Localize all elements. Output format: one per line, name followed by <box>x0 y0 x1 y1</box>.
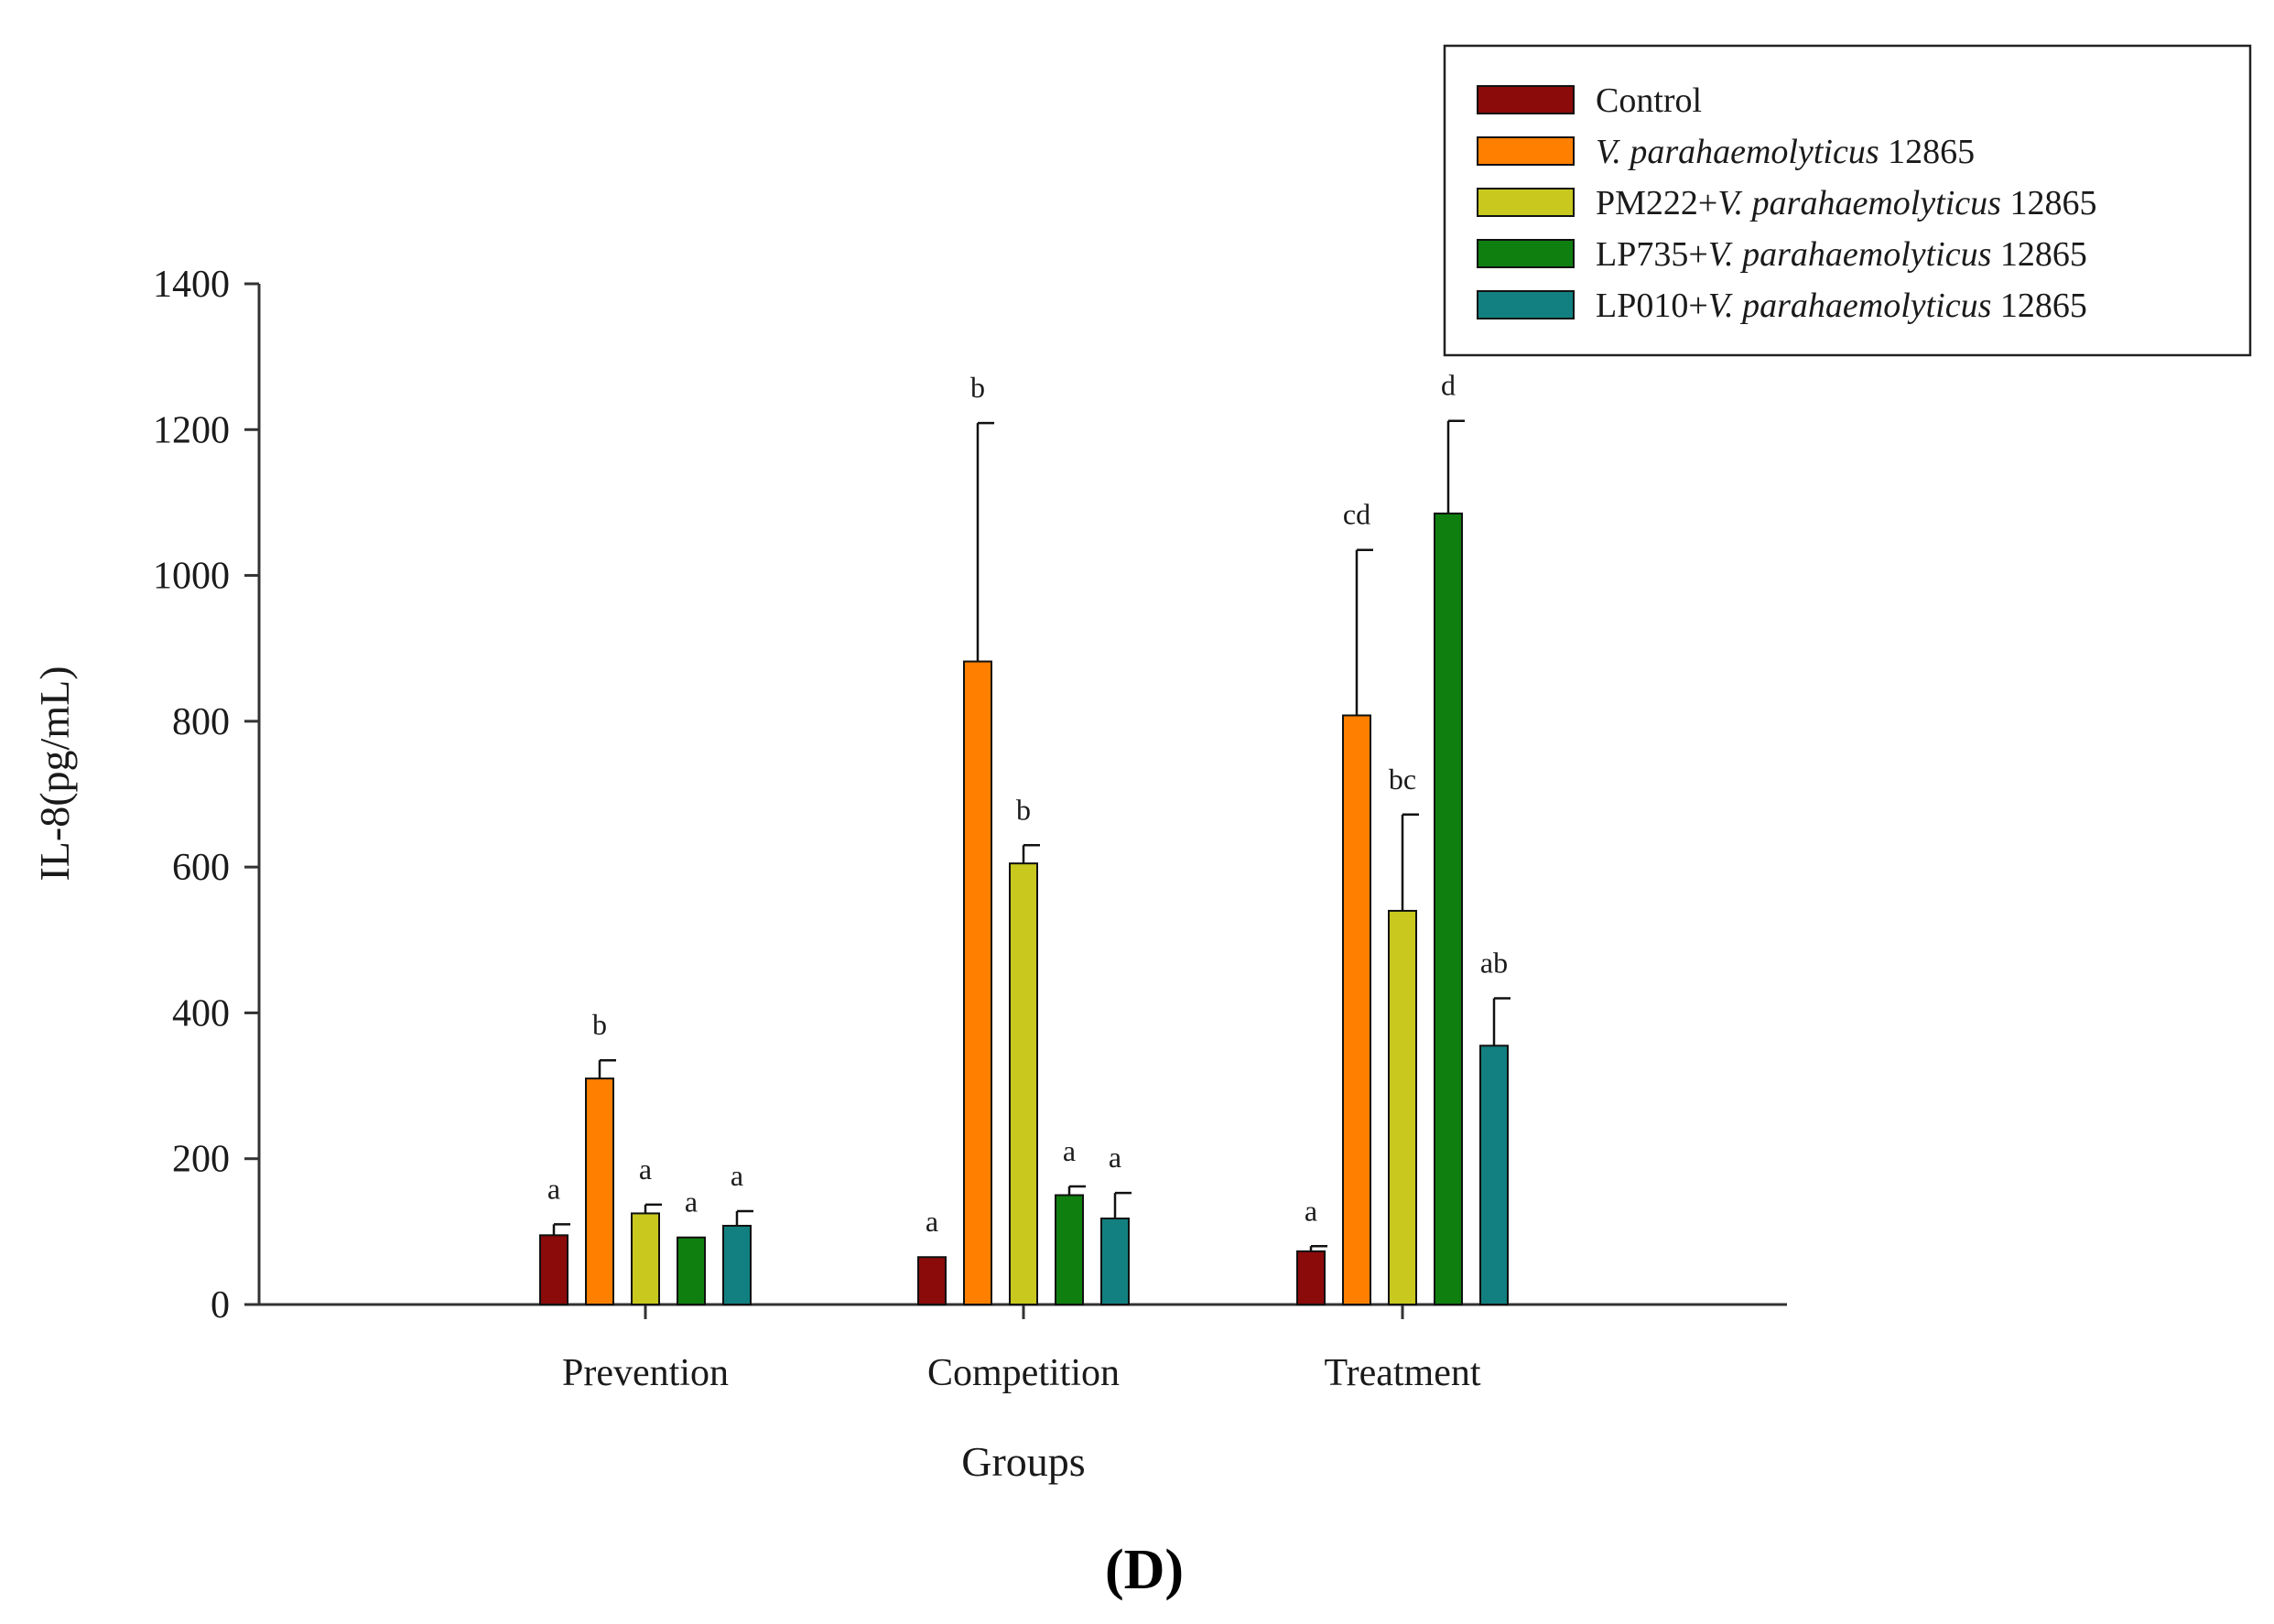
significance-label: a <box>639 1153 652 1186</box>
legend-entry-species: V. parahaemolyticus <box>1708 287 1992 325</box>
legend-entry-prefix: PM222+ <box>1596 184 1717 222</box>
bar <box>917 1256 947 1306</box>
legend-entry-strain: 12865 <box>2001 184 2097 222</box>
legend-entry: V. parahaemolyticus 12865 <box>1596 133 1975 171</box>
bar <box>1342 714 1371 1305</box>
legend-entry-prefix: LP735+ <box>1596 235 1708 274</box>
legend-entry-species: V. parahaemolyticus <box>1708 235 1992 274</box>
significance-label: b <box>970 371 985 404</box>
significance-label: a <box>1109 1141 1121 1174</box>
bar <box>585 1077 614 1306</box>
x-tick-label: Prevention <box>562 1352 729 1394</box>
x-tick-label: Competition <box>927 1352 1120 1394</box>
bar <box>1100 1218 1130 1306</box>
significance-label: b <box>1016 793 1031 826</box>
legend-entry-strain: 12865 <box>1991 287 2087 325</box>
significance-label: ab <box>1480 947 1508 980</box>
significance-label: cd <box>1343 498 1370 531</box>
legend-box <box>1443 44 2252 357</box>
axes: 0 200 400 600 800 1000 1200 1400 Prevention Compe… <box>153 264 1787 1394</box>
legend-swatch <box>1477 85 1575 114</box>
legend-entry-species: V. parahaemolyticus <box>1717 184 2001 222</box>
legend-entry-name: Control <box>1596 81 1702 120</box>
bar <box>1055 1194 1084 1306</box>
significance-label: a <box>926 1205 938 1238</box>
significance-label: a <box>685 1186 698 1218</box>
bar <box>539 1234 568 1305</box>
significance-label: b <box>592 1008 607 1041</box>
bar <box>1388 909 1417 1306</box>
bar <box>677 1236 706 1305</box>
significance-label: d <box>1441 369 1456 402</box>
legend-entry-strain: 12865 <box>1879 133 1976 171</box>
legend-entry-strain: 12865 <box>1991 235 2087 274</box>
bar <box>963 660 992 1305</box>
legend-swatch <box>1477 136 1575 166</box>
bar <box>631 1212 660 1305</box>
bar <box>1296 1250 1326 1306</box>
panel-label: (D) <box>1105 1539 1184 1601</box>
legend-swatch <box>1477 290 1575 319</box>
bar <box>1434 512 1463 1305</box>
legend-entry-prefix: LP010+ <box>1596 287 1708 325</box>
significance-label: bc <box>1389 763 1416 796</box>
y-tick-label: 1000 <box>153 556 230 598</box>
y-tick-label: 800 <box>172 701 230 743</box>
bar <box>1479 1045 1509 1305</box>
x-axis-label: Groups <box>961 1438 1085 1485</box>
y-tick-label: 600 <box>172 847 230 889</box>
y-tick-label: 1200 <box>153 409 230 451</box>
y-tick-label: 1400 <box>153 264 230 306</box>
y-tick-label: 200 <box>172 1139 230 1181</box>
legend-entry: PM222+V. parahaemolyticus 12865 <box>1596 184 2096 222</box>
y-tick-label: 400 <box>172 992 230 1034</box>
y-tick-label: 0 <box>211 1284 230 1326</box>
legend-swatch <box>1477 188 1575 217</box>
legend-entry: LP010+V. parahaemolyticus 12865 <box>1596 287 2087 325</box>
legend-swatch <box>1477 239 1575 268</box>
bar <box>722 1224 752 1305</box>
significance-label: a <box>731 1159 743 1192</box>
y-axis-label: IL-8(pg/mL) <box>31 666 78 881</box>
legend-entry: Control <box>1596 81 1702 120</box>
significance-label: a <box>547 1172 560 1205</box>
legend-entry-species: V. parahaemolyticus <box>1596 133 1879 171</box>
significance-label: a <box>1305 1194 1317 1227</box>
legend-entry: LP735+V. parahaemolyticus 12865 <box>1596 235 2087 274</box>
bar <box>1009 862 1038 1305</box>
significance-label: a <box>1063 1134 1076 1167</box>
x-tick-label: Treatment <box>1324 1352 1480 1394</box>
